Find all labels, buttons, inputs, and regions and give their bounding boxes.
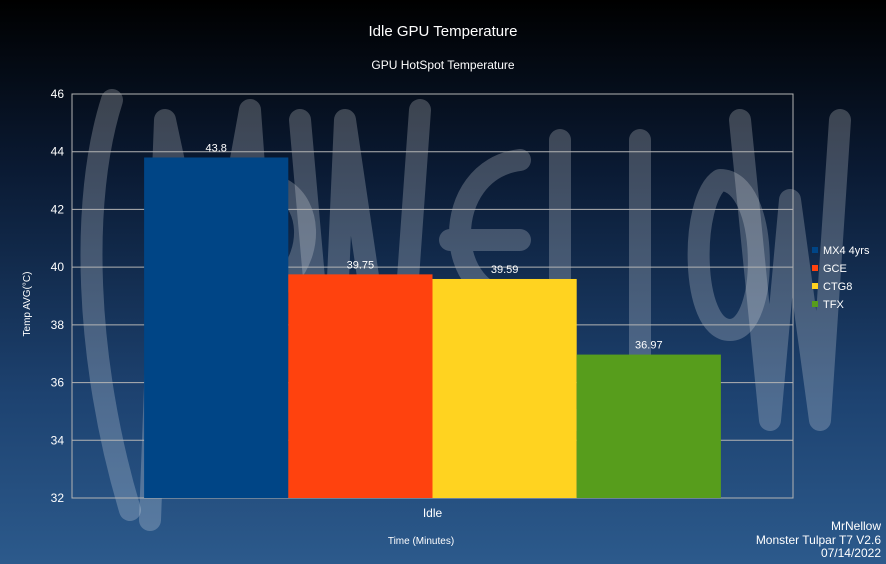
bar-mx4-4yrs — [144, 157, 289, 498]
legend-entry: GCE — [823, 263, 847, 275]
legend-entry: TFX — [823, 299, 844, 311]
y-tick-label: 44 — [51, 145, 65, 159]
data-label: 43.8 — [205, 142, 226, 154]
footer-date: 07/14/2022 — [821, 546, 881, 560]
legend-swatch — [812, 247, 818, 253]
y-tick-label: 36 — [51, 376, 65, 390]
y-tick-label: 42 — [51, 202, 65, 216]
x-tick-label: Idle — [423, 506, 443, 520]
bar-gce — [288, 274, 433, 498]
y-tick-label: 38 — [51, 318, 65, 332]
chart-subtitle: GPU HotSpot Temperature — [371, 58, 515, 72]
y-tick-label: 32 — [51, 491, 65, 505]
chart-title: Idle GPU Temperature — [369, 23, 518, 40]
y-tick-label: 34 — [51, 433, 65, 447]
y-tick-label: 40 — [51, 260, 65, 274]
y-axis-label: Temp AVG(°C) — [22, 272, 33, 337]
data-label: 39.59 — [491, 264, 519, 276]
legend-entry: CTG8 — [823, 281, 852, 293]
plot-area: 32 34 36 38 40 42 44 46 43.8 39.75 39.59 36.97 Idle — [51, 87, 794, 520]
footer-author: MrNellow — [831, 519, 881, 533]
bar-tfx — [576, 354, 721, 498]
x-axis-label: Time (Minutes) — [388, 536, 454, 547]
legend-swatch — [812, 301, 818, 307]
legend: MX4 4yrs GCE CTG8 TFX — [812, 245, 870, 311]
data-label: 39.75 — [347, 259, 375, 271]
legend-swatch — [812, 283, 818, 289]
legend-entry: MX4 4yrs — [823, 245, 870, 257]
legend-swatch — [812, 265, 818, 271]
data-label: 36.97 — [635, 340, 663, 352]
footer-device: Monster Tulpar T7 V2.6 — [756, 533, 882, 547]
y-tick-label: 46 — [51, 87, 65, 101]
bar-ctg8 — [432, 278, 577, 498]
